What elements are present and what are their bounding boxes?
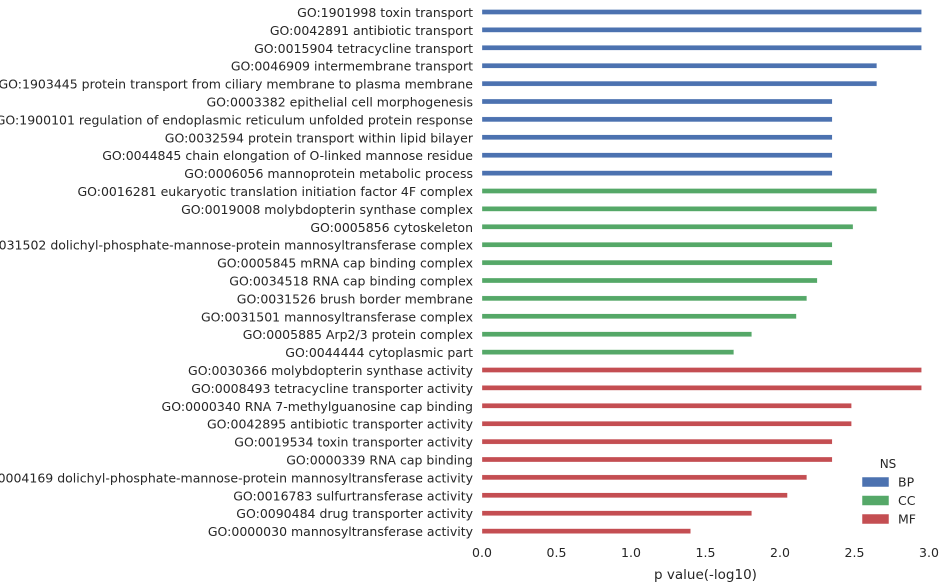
bar-mf [481,474,807,481]
x-tick-label: 3.0 [919,545,939,560]
category-label: GO:0015904 tetracycline transport [254,41,473,56]
bar-bp [481,170,833,176]
category-label: GO:0031502 dolichyl-phosphate-mannose-pr… [0,238,473,253]
category-label: GO:1903445 protein transport from ciliar… [0,77,473,92]
legend: NS BP CC MF [861,457,916,527]
bar-bp [481,63,878,69]
bar-mf [481,385,922,391]
bar-bp [481,9,922,15]
category-label: GO:0044845 chain elongation of O-linked … [102,148,473,163]
bar-bp [481,45,922,51]
bar-cc [481,206,878,212]
legend-swatch-cc [861,495,890,506]
legend-swatch-mf [861,513,890,525]
category-label: GO:0042891 antibiotic transport [270,23,473,38]
bar-cc [481,313,797,319]
category-label: GO:0019534 toxin transporter activity [234,435,473,450]
bar-cc [481,188,878,194]
bar-bp [481,27,922,33]
category-label: GO:0000340 RNA 7-methylguanosine cap bin… [162,399,473,414]
legend-swatch-bp [861,476,890,488]
category-label: GO:0004169 dolichyl-phosphate-mannose-pr… [0,470,474,485]
category-label: GO:0019008 molybdopterin synthase comple… [181,202,473,217]
bar-mf [481,438,833,445]
bar-bp [481,98,833,105]
bar-bp [481,80,878,87]
x-tick-label: 2.5 [845,545,865,560]
category-label: GO:0090484 drug transporter activity [236,506,473,521]
category-label: GO:0034518 RNA cap binding complex [229,274,473,289]
category-label: GO:1900101 regulation of endoplasmic ret… [0,112,473,127]
bar-mf [481,492,788,498]
bar-bp [481,116,833,123]
bar-cc [481,349,734,355]
bar-bp [481,134,833,140]
category-label: GO:0046909 intermembrane transport [231,59,473,74]
bar-mf [481,510,752,516]
category-label: GO:0000339 RNA cap binding [286,453,473,468]
legend-label-bp: BP [898,475,915,490]
x-tick-label: 1.5 [696,545,716,560]
legend-label-cc: CC [898,493,916,508]
bar-mf [481,528,691,534]
x-tick-label: 0.0 [472,545,492,560]
bar-cc [481,224,854,230]
category-label: GO:0031501 mannosyltransferase complex [201,309,473,324]
bar-cc [481,331,752,337]
x-axis-label: p value(-log10) [654,567,757,583]
category-label: GO:0006056 mannoprotein metabolic proces… [184,166,473,181]
bar-bp [481,152,833,158]
legend-entries: BP CC MF [861,475,916,527]
bar-mf [481,456,833,463]
x-axis-ticks: 0.0 0.5 1.0 1.5 2.0 2.5 3.0 [472,545,939,560]
category-label: GO:0005845 mRNA cap binding complex [217,256,473,271]
x-tick-label: 2.0 [770,545,790,560]
category-label: GO:0008493 tetracycline transporter acti… [191,381,473,396]
bar-mf [481,421,852,427]
category-label: GO:0031526 brush border membrane [237,291,474,306]
bar-cc [481,277,818,284]
bars-layer [481,9,922,534]
category-label: GO:0005856 cytoskeleton [310,220,473,235]
category-label: GO:0005885 Arp2/3 protein complex [243,327,473,342]
bar-mf [481,367,922,373]
x-tick-label: 0.5 [547,545,567,560]
category-label: GO:0032594 protein transport within lipi… [165,130,474,145]
category-label: GO:0042895 antibiotic transporter activi… [207,417,474,432]
category-label: GO:0044444 cytoplasmic part [285,345,473,360]
category-label: GO:0003382 epithelial cell morphogenesis [206,95,473,110]
legend-title: NS [880,457,897,471]
x-tick-label: 1.0 [621,545,641,560]
category-label: GO:0030366 molybdopterin synthase activi… [188,363,474,378]
category-label: GO:0016783 sulfurtransferase activity [233,488,473,503]
legend-label-mf: MF [898,512,916,527]
category-label: GO:0016281 eukaryotic translation initia… [77,184,473,199]
bar-mf [481,403,852,409]
category-labels: GO:1901998 toxin transport GO:0042891 ant… [0,5,474,539]
bar-cc [481,295,807,302]
bar-cc [481,242,833,248]
bar-cc [481,259,833,266]
category-label: GO:1901998 toxin transport [297,5,473,20]
category-label: GO:0000030 mannosyltransferase activity [208,524,474,539]
